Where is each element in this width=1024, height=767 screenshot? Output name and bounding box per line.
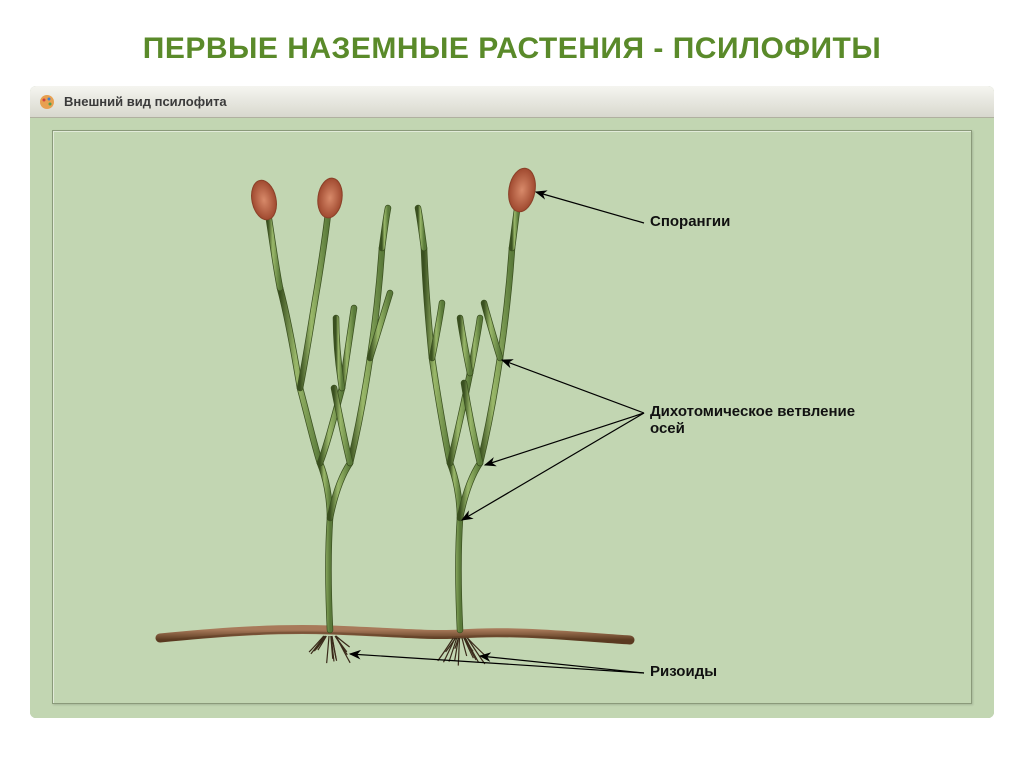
label-rhizoids: Ризоиды [650,663,717,680]
window-title-bar: Внешний вид псилофита [30,86,994,118]
diagram-window: Внешний вид псилофита [30,86,994,718]
label-sporangia: Спорангии [650,213,730,230]
palette-icon [38,93,56,111]
window-title: Внешний вид псилофита [64,94,227,109]
label-branching: Дихотомическое ветвление осей [650,403,855,437]
page-title: ПЕРВЫЕ НАЗЕМНЫЕ РАСТЕНИЯ - ПСИЛОФИТЫ [0,0,1024,86]
diagram-canvas: Спорангии Дихотомическое ветвление осей … [30,118,994,718]
